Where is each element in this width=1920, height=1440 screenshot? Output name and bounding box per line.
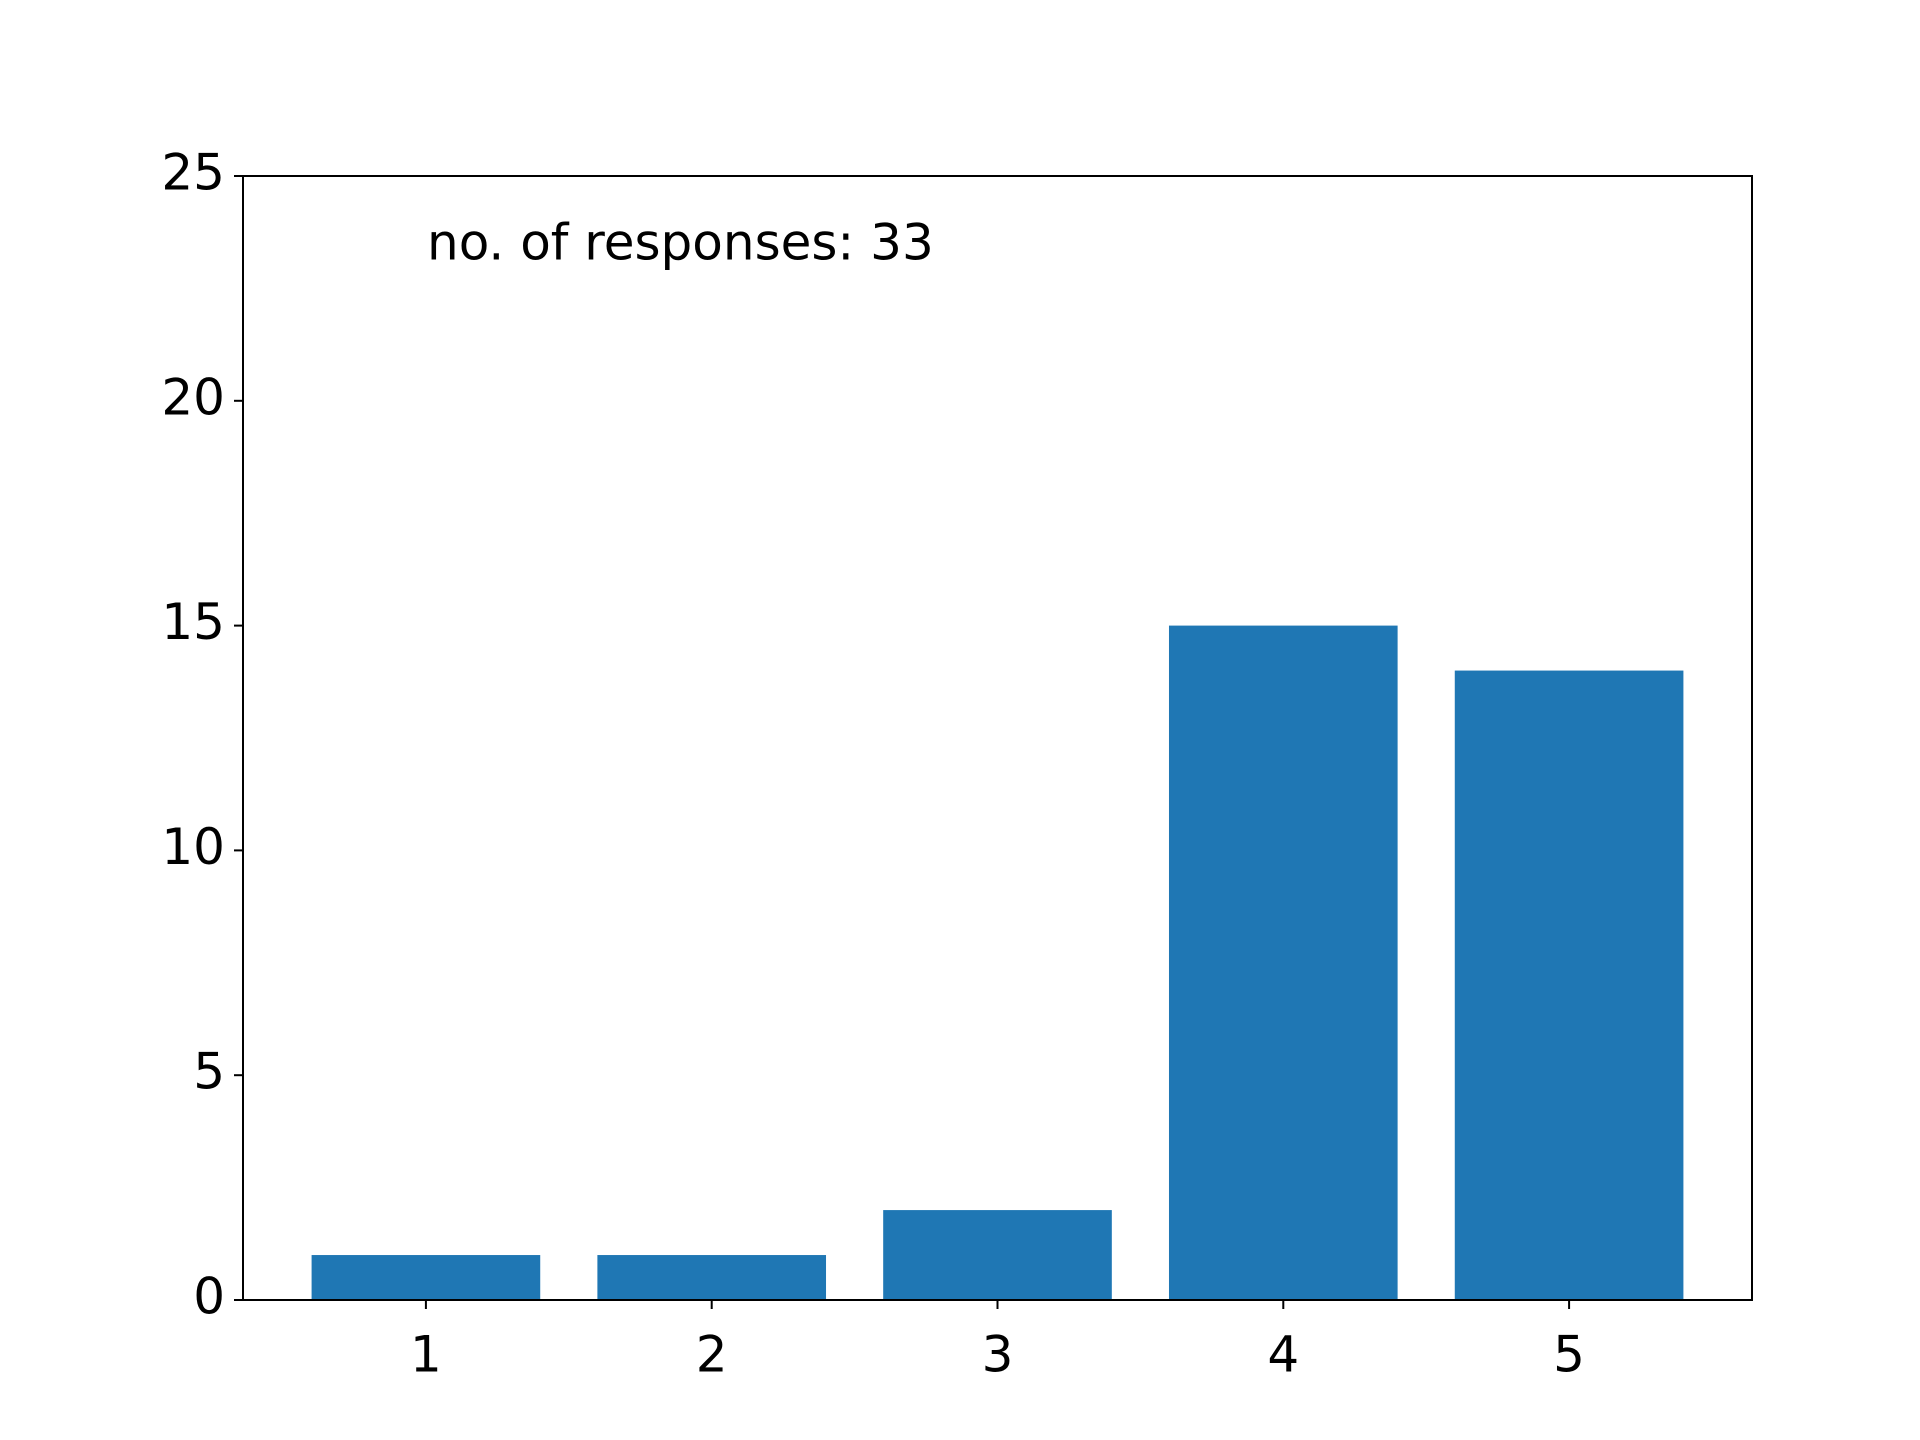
bar [311, 1255, 541, 1300]
plot-frame [242, 175, 1753, 1301]
bar [883, 1210, 1112, 1300]
bar [1454, 670, 1684, 1300]
y-tick-label: 0 [193, 1268, 225, 1326]
x-tick-label: 1 [410, 1326, 442, 1384]
x-tick-label: 4 [1267, 1326, 1299, 1384]
y-tick-label: 5 [193, 1043, 225, 1101]
y-tick-label: 20 [161, 368, 225, 426]
y-tick-label: 25 [161, 144, 225, 202]
annotation: no. of responses: 33 [427, 214, 934, 272]
x-tick-label: 2 [696, 1326, 728, 1384]
bar [597, 1255, 827, 1300]
x-tick-label: 3 [982, 1326, 1014, 1384]
x-tick-label: 5 [1553, 1326, 1585, 1384]
y-tick-label: 15 [161, 593, 225, 651]
bar [1168, 625, 1398, 1300]
y-tick-label: 10 [161, 818, 225, 876]
